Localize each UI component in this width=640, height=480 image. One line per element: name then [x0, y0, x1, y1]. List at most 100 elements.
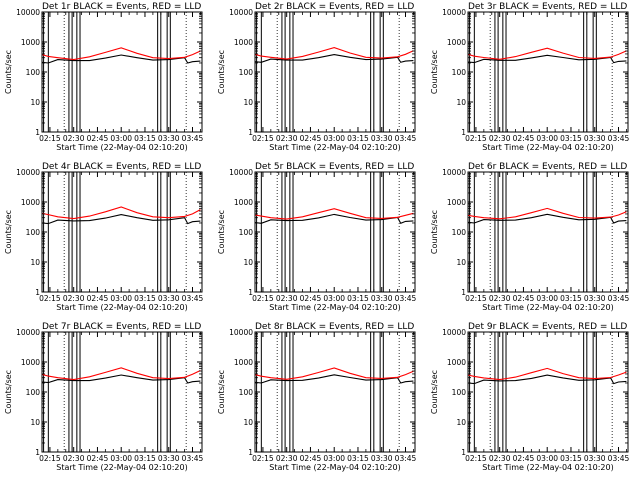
x-tick-label: 03:15: [347, 294, 369, 303]
y-tick-label: 10: [243, 98, 253, 107]
x-axis-title: Start Time (22-May-04 02:10:20): [269, 143, 400, 152]
y-tick-label: 1: [35, 448, 40, 457]
y-tick-label: 1000: [234, 358, 253, 367]
detector-panel: Det 4r BLACK = Events, RED = LLD 1 10 100 10…: [4, 162, 204, 312]
x-tick-label: 02:15: [39, 134, 61, 143]
x-axis-title: Start Time (22-May-04 02:10:20): [269, 303, 400, 312]
detector-panel: Det 3r BLACK = Events, RED = LLD 1 10 100 10…: [430, 2, 630, 152]
plot-frame: [254, 331, 416, 453]
excluded-interval-box: [166, 171, 171, 293]
plot-frame: [467, 11, 629, 133]
x-axis-title: Start Time (22-May-04 02:10:20): [269, 463, 400, 472]
excluded-interval-box: [592, 11, 597, 133]
events-series-line: [41, 54, 201, 64]
x-tick-label: 02:45: [87, 294, 109, 303]
x-tick-label: 02:15: [465, 134, 487, 143]
excluded-interval-box: [68, 11, 73, 133]
x-tick-label: 03:00: [323, 294, 345, 303]
x-tick-label: 03:45: [608, 294, 630, 303]
lld-series-line: [467, 367, 627, 381]
x-tick-label: 03:15: [134, 454, 156, 463]
lld-series-line: [254, 47, 414, 60]
y-tick-label: 10000: [16, 328, 40, 337]
detector-panel: Det 1r BLACK = Events, RED = LLD 1 10 100 10…: [4, 2, 204, 152]
plot-frame: [254, 171, 416, 293]
plot-frame: [41, 331, 203, 453]
y-tick-label: 1000: [447, 358, 466, 367]
events-series-line: [254, 54, 414, 63]
y-tick-label: 1: [461, 128, 466, 137]
panel-title: Det 9r BLACK = Events, RED = LLD: [468, 322, 627, 332]
x-tick-label: 03:30: [371, 454, 393, 463]
x-tick-label: 03:30: [584, 454, 606, 463]
x-tick-label: 02:15: [465, 454, 487, 463]
x-tick-label: 03:00: [323, 454, 345, 463]
x-tick-label: 03:15: [134, 134, 156, 143]
lld-series-line: [254, 367, 414, 380]
y-tick-label: 1: [35, 128, 40, 137]
x-tick-label: 02:30: [63, 454, 85, 463]
x-tick-label: 02:30: [489, 294, 511, 303]
events-series-line: [467, 54, 627, 64]
plot-frame: [254, 11, 416, 133]
x-tick-label: 03:15: [134, 294, 156, 303]
y-tick-label: 10: [30, 258, 40, 267]
y-axis-title: Counts/sec: [217, 370, 226, 414]
excluded-interval-box: [68, 171, 73, 293]
y-tick-label: 10: [456, 98, 466, 107]
x-tick-label: 03:15: [560, 134, 582, 143]
y-tick-label: 1: [461, 288, 466, 297]
excluded-interval-box: [379, 11, 384, 133]
excluded-interval-box: [370, 171, 375, 293]
x-axis-title: Start Time (22-May-04 02:10:20): [482, 463, 613, 472]
excluded-interval-box: [583, 331, 588, 453]
y-tick-label: 100: [452, 388, 467, 397]
y-tick-label: 1000: [234, 198, 253, 207]
x-tick-label: 03:30: [158, 454, 180, 463]
panel-title: Det 8r BLACK = Events, RED = LLD: [255, 322, 414, 332]
x-tick-label: 02:45: [300, 294, 322, 303]
y-tick-label: 100: [239, 68, 254, 77]
panel-title: Det 5r BLACK = Events, RED = LLD: [255, 162, 414, 172]
x-tick-label: 02:30: [489, 454, 511, 463]
y-tick-label: 100: [26, 388, 41, 397]
excluded-interval-box: [494, 331, 499, 453]
excluded-interval-box: [370, 331, 375, 453]
x-tick-label: 03:30: [158, 294, 180, 303]
x-tick-label: 03:00: [536, 134, 558, 143]
x-axis-title: Start Time (22-May-04 02:10:20): [56, 143, 187, 152]
lld-series-line: [467, 207, 627, 220]
x-tick-label: 03:15: [347, 134, 369, 143]
detector-panel: Det 6r BLACK = Events, RED = LLD 1 10 100 10…: [430, 162, 630, 312]
x-tick-label: 03:45: [395, 454, 417, 463]
panel-title: Det 6r BLACK = Events, RED = LLD: [468, 162, 627, 172]
x-tick-label: 03:00: [536, 294, 558, 303]
panel-title: Det 1r BLACK = Events, RED = LLD: [42, 2, 201, 12]
lld-series-line: [41, 47, 201, 61]
panel-title: Det 7r BLACK = Events, RED = LLD: [42, 322, 201, 332]
excluded-interval-box: [379, 331, 384, 453]
x-tick-label: 02:30: [276, 294, 298, 303]
y-axis-title: Counts/sec: [430, 210, 439, 254]
x-tick-label: 03:00: [110, 454, 132, 463]
x-tick-label: 03:30: [158, 134, 180, 143]
y-tick-label: 10: [30, 98, 40, 107]
x-tick-label: 02:15: [465, 294, 487, 303]
excluded-interval-box: [166, 11, 171, 133]
x-tick-label: 02:30: [489, 134, 511, 143]
lld-series-line: [41, 206, 201, 220]
excluded-interval-box: [583, 171, 588, 293]
y-tick-label: 10000: [442, 168, 466, 177]
detector-panel: Det 7r BLACK = Events, RED = LLD 1 10 100 10…: [4, 322, 204, 472]
y-axis-title: Counts/sec: [4, 210, 13, 254]
y-tick-label: 10: [456, 258, 466, 267]
y-tick-label: 100: [452, 228, 467, 237]
y-tick-label: 1000: [21, 38, 40, 47]
excluded-interval-box: [166, 331, 171, 453]
x-tick-label: 02:45: [513, 294, 535, 303]
y-tick-label: 100: [452, 68, 467, 77]
y-axis-title: Counts/sec: [4, 50, 13, 94]
detector-panel: Det 2r BLACK = Events, RED = LLD 1 10 100 10…: [217, 2, 417, 152]
excluded-interval-box: [592, 171, 597, 293]
x-axis-title: Start Time (22-May-04 02:10:20): [482, 143, 613, 152]
